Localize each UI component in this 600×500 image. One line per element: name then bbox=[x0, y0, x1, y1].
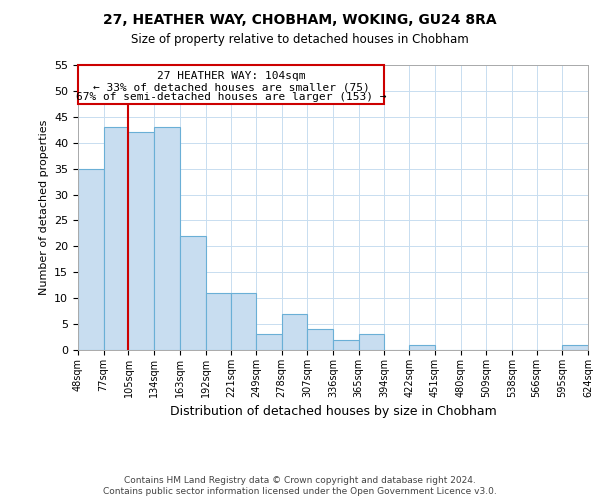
Text: 27, HEATHER WAY, CHOBHAM, WOKING, GU24 8RA: 27, HEATHER WAY, CHOBHAM, WOKING, GU24 8… bbox=[103, 12, 497, 26]
Bar bbox=[281, 314, 307, 350]
X-axis label: Distribution of detached houses by size in Chobham: Distribution of detached houses by size … bbox=[170, 406, 496, 418]
Text: ← 33% of detached houses are smaller (75): ← 33% of detached houses are smaller (75… bbox=[93, 82, 370, 92]
Text: Size of property relative to detached houses in Chobham: Size of property relative to detached ho… bbox=[131, 32, 469, 46]
Bar bbox=[409, 345, 435, 350]
Text: 67% of semi-detached houses are larger (153) →: 67% of semi-detached houses are larger (… bbox=[76, 92, 386, 102]
Bar bbox=[333, 340, 359, 350]
Bar bbox=[231, 293, 256, 350]
Bar bbox=[307, 330, 333, 350]
Bar bbox=[180, 236, 205, 350]
Bar bbox=[154, 127, 180, 350]
Y-axis label: Number of detached properties: Number of detached properties bbox=[38, 120, 49, 295]
Text: Contains HM Land Registry data © Crown copyright and database right 2024.: Contains HM Land Registry data © Crown c… bbox=[124, 476, 476, 485]
Bar bbox=[359, 334, 385, 350]
Bar bbox=[205, 293, 231, 350]
Text: Contains public sector information licensed under the Open Government Licence v3: Contains public sector information licen… bbox=[103, 488, 497, 496]
Bar bbox=[128, 132, 154, 350]
Bar bbox=[78, 168, 104, 350]
Bar bbox=[256, 334, 281, 350]
Text: 27 HEATHER WAY: 104sqm: 27 HEATHER WAY: 104sqm bbox=[157, 71, 305, 81]
Bar bbox=[562, 345, 588, 350]
FancyBboxPatch shape bbox=[78, 65, 385, 104]
Bar bbox=[104, 127, 128, 350]
